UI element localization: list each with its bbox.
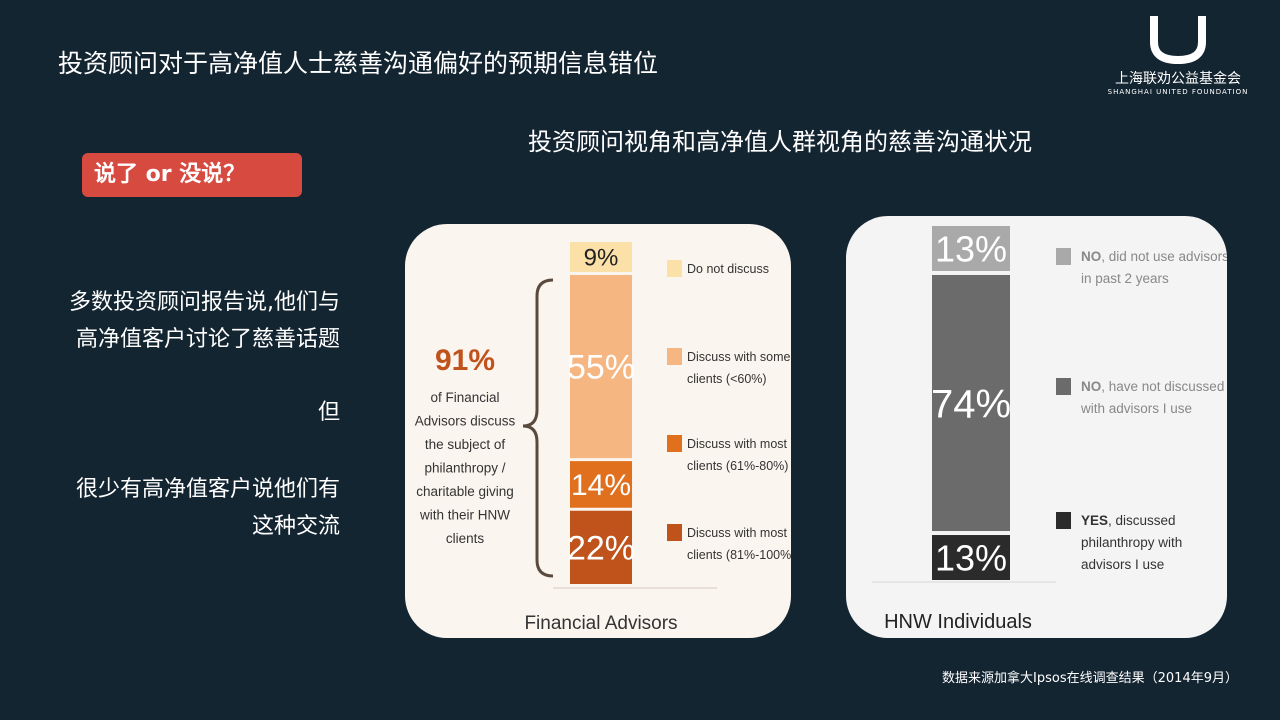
bar-segment (932, 274, 1010, 532)
annotation-line: charitable giving (416, 484, 514, 499)
left-text-line-5: 这种交流 (251, 514, 340, 539)
legend-label: clients (<60%) (687, 372, 767, 386)
annotation-line: clients (446, 531, 485, 546)
left-text-line-2: 高净值客户讨论了慈善话题 (75, 327, 340, 352)
logo-mark (1150, 16, 1206, 65)
bar-segment (932, 535, 1010, 580)
bar-data-label: 55% (567, 348, 635, 386)
question-badge: 说了 or 没说？ (82, 153, 302, 197)
financial-advisors-chart-panel: 22% 14% 55% 9% Do not discuss Discuss with s… (405, 224, 791, 638)
legend-label: YES, discussed (1081, 513, 1176, 528)
annotation-line: philanthropy / (424, 461, 505, 476)
legend-swatch (667, 260, 682, 277)
bar-data-label: 22% (567, 529, 635, 567)
left-text-line-1: 多数投资顾问报告说,他们与 (69, 290, 340, 315)
brace (522, 278, 554, 578)
legend-label: Do not discuss (687, 262, 769, 276)
bar-segment (570, 510, 632, 584)
legend-label: clients (81%-100%) (687, 548, 791, 562)
legend-label: clients (61%-80%) (687, 459, 788, 473)
bar-segment (570, 274, 632, 459)
chart-section-subtitle: 投资顾问视角和高净值人群视角的慈善沟通状况 (528, 128, 1032, 156)
financial-advisors-chart: 22% 14% 55% 9% Do not discuss Discuss with s… (415, 242, 791, 634)
legend-label: philanthropy with (1081, 535, 1182, 550)
logo-english-name: SHANGHAI UNITED FOUNDATION (1107, 88, 1249, 96)
bar-data-label: 74% (931, 382, 1011, 426)
legend-label: NO, did not use advisors (1081, 249, 1227, 264)
legend-label: NO, have not discussed (1081, 379, 1224, 394)
bar-segment (570, 461, 632, 508)
data-source-note: 数据来源加拿大Ipsos在线调查结果（2014年9月） (942, 671, 1238, 686)
legend-label: Discuss with most of (687, 526, 791, 540)
annotation-percent: 91% (435, 344, 495, 377)
legend-label: advisors I use (1081, 557, 1164, 572)
bar-data-label: 9% (584, 244, 619, 271)
annotation-line: Advisors discuss (415, 414, 516, 429)
annotation-line: the subject of (425, 437, 506, 452)
bar-data-label: 13% (935, 537, 1007, 578)
bar-data-label: 14% (571, 469, 631, 502)
left-text-line-3: 但 (317, 400, 340, 425)
bar-segment (932, 226, 1010, 271)
legend-label: Discuss with most (687, 437, 788, 451)
legend-label: in past 2 years (1081, 271, 1169, 286)
legend-swatch (1056, 512, 1071, 529)
legend-label: with advisors I use (1080, 401, 1192, 416)
annotation-line: of Financial (430, 390, 499, 405)
legend-swatch (667, 348, 682, 365)
annotation-line: with their HNW (419, 508, 510, 523)
legend-swatch (667, 524, 682, 541)
x-axis-label: Financial Advisors (524, 613, 677, 634)
legend-label: Discuss with some (687, 350, 791, 364)
left-text-line-4: 很少有高净值客户说他们有 (75, 477, 340, 502)
page-title: 投资顾问对于高净值人士慈善沟通偏好的预期信息错位 (58, 49, 659, 78)
legend-swatch (1056, 248, 1071, 265)
bar-data-label: 13% (935, 228, 1007, 269)
logo-chinese-name: 上海联劝公益基金会 (1115, 71, 1241, 87)
legend-swatch (667, 435, 682, 452)
x-axis-label: HNW Individuals (884, 611, 1032, 633)
hnw-individuals-chart-panel: 13% 74% 13% NO, did not use advisors in pas… (846, 216, 1227, 638)
bar-segment (570, 242, 632, 272)
legend-swatch (1056, 378, 1071, 395)
foundation-logo: 上海联劝公益基金会 SHANGHAI UNITED FOUNDATION (1098, 12, 1258, 102)
hnw-individuals-chart: 13% 74% 13% NO, did not use advisors in pas… (872, 226, 1227, 633)
